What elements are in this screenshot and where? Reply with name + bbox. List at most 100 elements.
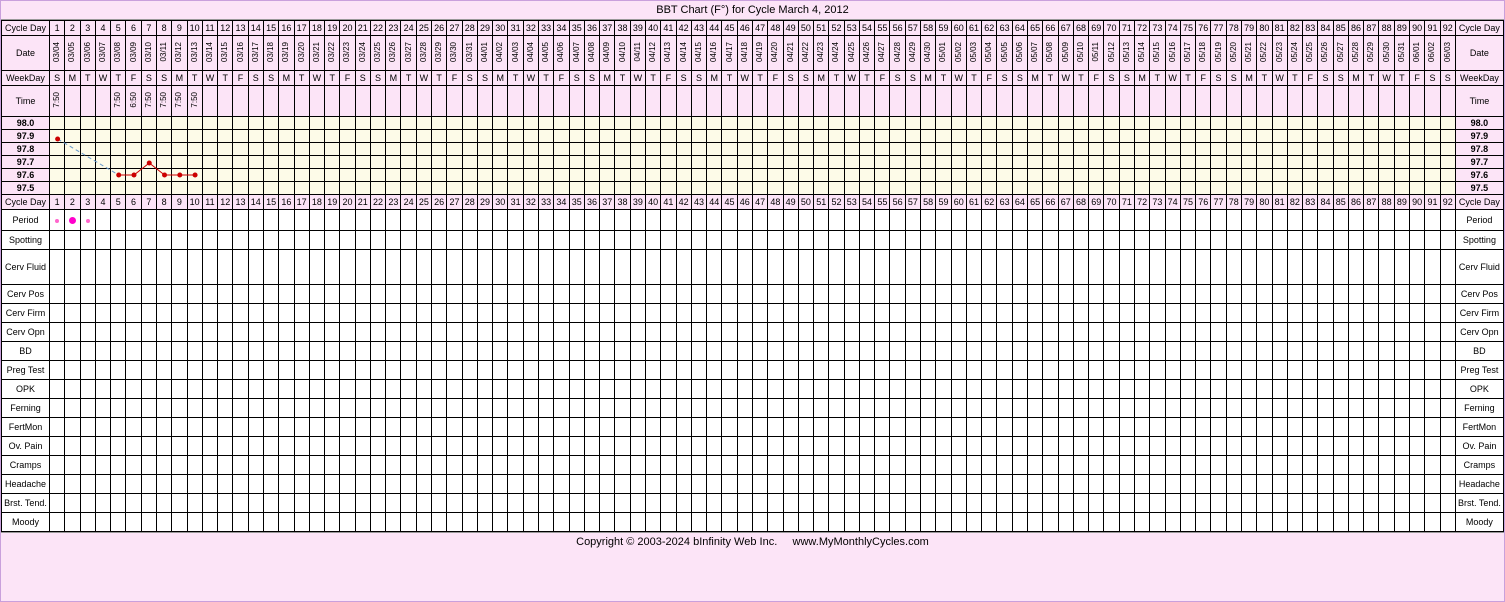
cell <box>814 380 829 399</box>
cell <box>172 380 187 399</box>
cell <box>1104 456 1119 475</box>
cell: 05/21 <box>1241 36 1256 71</box>
cell <box>600 342 615 361</box>
cell <box>676 475 691 494</box>
cell: S <box>691 71 706 86</box>
cell: 9 <box>172 195 187 210</box>
cell <box>966 418 981 437</box>
cell <box>1272 399 1287 418</box>
cell: 7 <box>141 195 156 210</box>
cell <box>1134 513 1149 532</box>
cell <box>1303 475 1318 494</box>
cell <box>1104 418 1119 437</box>
cell: T <box>80 71 95 86</box>
row-label: Spotting <box>2 231 50 250</box>
cell <box>1043 342 1058 361</box>
cell: S <box>1333 71 1348 86</box>
cell <box>523 494 538 513</box>
row-label-r: Date <box>1455 36 1503 71</box>
cell <box>1089 399 1104 418</box>
cell <box>768 304 783 323</box>
cell <box>951 86 966 117</box>
cell: M <box>1134 71 1149 86</box>
cell <box>1150 437 1165 456</box>
cell <box>921 475 936 494</box>
cell <box>233 475 248 494</box>
cell <box>1180 285 1195 304</box>
cell: 31 <box>508 21 523 36</box>
cell <box>1104 513 1119 532</box>
cell <box>432 361 447 380</box>
cell <box>1150 418 1165 437</box>
cell <box>737 380 752 399</box>
cell <box>1425 513 1440 532</box>
cell <box>172 285 187 304</box>
cell: 66 <box>1043 195 1058 210</box>
cell <box>539 513 554 532</box>
cell <box>111 361 126 380</box>
cell: 39 <box>630 195 645 210</box>
cell <box>1150 210 1165 231</box>
cell <box>722 250 737 285</box>
cell: T <box>1150 71 1165 86</box>
cell <box>1241 361 1256 380</box>
cell <box>997 513 1012 532</box>
cell <box>355 231 370 250</box>
cell <box>1180 513 1195 532</box>
row-label: Cerv Opn <box>2 323 50 342</box>
cell <box>921 418 936 437</box>
cell <box>1257 456 1272 475</box>
cell: 68 <box>1073 195 1088 210</box>
cell <box>1165 418 1180 437</box>
cell <box>1425 323 1440 342</box>
cell: 61 <box>966 195 981 210</box>
cell <box>508 437 523 456</box>
cell <box>1333 494 1348 513</box>
cell <box>966 285 981 304</box>
cell: T <box>294 71 309 86</box>
cell <box>1303 304 1318 323</box>
cell <box>1089 304 1104 323</box>
cell <box>1318 250 1333 285</box>
cell <box>982 399 997 418</box>
cell: 36 <box>584 21 599 36</box>
cell: 04/17 <box>722 36 737 71</box>
cell: 04/26 <box>859 36 874 71</box>
cell <box>814 513 829 532</box>
cell <box>1333 231 1348 250</box>
cell <box>645 210 660 231</box>
cell: S <box>263 71 278 86</box>
cell <box>263 380 278 399</box>
cell <box>645 304 660 323</box>
cell: M <box>1348 71 1363 86</box>
cell <box>1043 380 1058 399</box>
cell <box>921 437 936 456</box>
cell <box>1058 304 1073 323</box>
cell <box>1043 475 1058 494</box>
cell <box>462 342 477 361</box>
cell <box>1073 304 1088 323</box>
cell <box>982 285 997 304</box>
cell <box>1043 210 1058 231</box>
cell: 04/19 <box>752 36 767 71</box>
cell <box>1073 86 1088 117</box>
cell: 43 <box>691 195 706 210</box>
cell: W <box>95 71 110 86</box>
cell <box>1104 494 1119 513</box>
cell <box>386 285 401 304</box>
cell <box>156 250 171 285</box>
cell <box>737 323 752 342</box>
cell <box>1287 361 1302 380</box>
cell <box>80 399 95 418</box>
cell <box>645 456 660 475</box>
cell <box>1226 494 1241 513</box>
cell <box>844 285 859 304</box>
cell <box>691 418 706 437</box>
cell: S <box>141 71 156 86</box>
cell <box>1440 304 1455 323</box>
cell: 03/20 <box>294 36 309 71</box>
cell <box>1043 285 1058 304</box>
cell <box>539 86 554 117</box>
cell <box>645 513 660 532</box>
cell <box>768 437 783 456</box>
